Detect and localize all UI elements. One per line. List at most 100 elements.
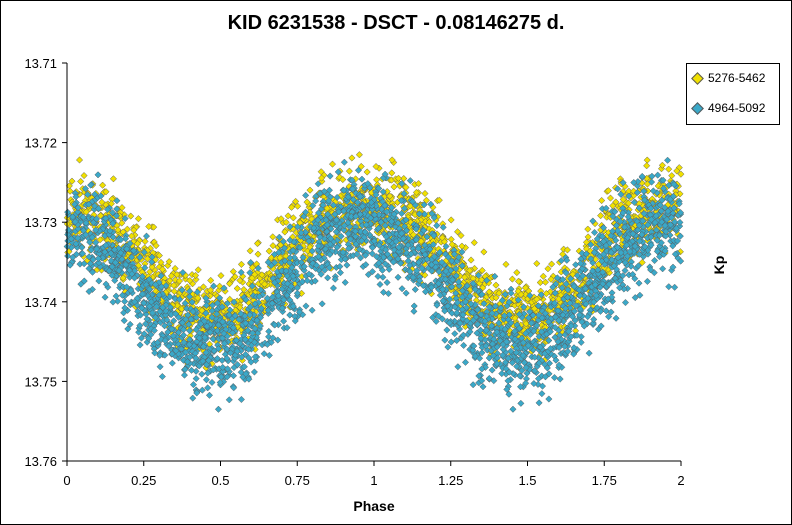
data-point <box>508 275 516 283</box>
data-point <box>435 196 443 204</box>
data-point <box>572 261 580 269</box>
data-point <box>336 173 344 181</box>
data-point <box>634 182 642 190</box>
data-point <box>659 265 667 273</box>
data-point <box>168 359 176 367</box>
data-point <box>635 279 643 287</box>
x-tick-label: 1.75 <box>592 473 617 488</box>
data-point <box>538 390 546 398</box>
data-point <box>189 381 198 389</box>
data-point <box>281 228 289 236</box>
data-point <box>194 266 202 274</box>
data-point <box>303 198 311 206</box>
data-point <box>101 293 109 301</box>
data-point <box>388 156 396 164</box>
data-point <box>165 258 173 266</box>
data-point <box>467 256 475 264</box>
data-point <box>542 290 550 298</box>
data-point <box>511 314 519 322</box>
data-point <box>547 275 555 283</box>
data-point <box>664 156 672 164</box>
data-point <box>400 174 408 183</box>
data-point <box>488 366 496 374</box>
data-point <box>651 256 659 265</box>
data-point <box>541 278 550 286</box>
data-point <box>192 275 200 284</box>
data-point <box>551 333 559 341</box>
data-point <box>75 156 84 164</box>
data-point <box>135 261 143 270</box>
data-point <box>269 242 277 250</box>
data-point <box>444 343 452 351</box>
data-point <box>665 283 673 291</box>
data-point <box>294 202 302 210</box>
data-point <box>118 219 126 227</box>
data-point <box>142 232 151 240</box>
data-point <box>673 167 681 175</box>
data-point <box>109 298 117 306</box>
data-point <box>457 231 465 240</box>
data-point <box>329 284 338 292</box>
data-point <box>447 235 455 243</box>
data-point <box>402 289 410 297</box>
data-point <box>317 174 326 182</box>
data-point <box>192 375 200 383</box>
data-point <box>621 298 630 307</box>
data-point <box>668 172 676 180</box>
data-point <box>415 180 423 188</box>
data-point <box>156 363 164 371</box>
data-point <box>376 280 384 289</box>
data-point <box>114 226 122 234</box>
data-point <box>386 192 394 200</box>
data-point <box>253 239 262 248</box>
y-tick-label: 13.74 <box>24 295 57 310</box>
data-point <box>258 271 266 279</box>
data-point <box>158 265 167 273</box>
data-point <box>643 162 651 170</box>
data-point <box>584 225 592 233</box>
data-point <box>469 381 477 389</box>
data-point <box>530 305 539 313</box>
plot-area <box>63 151 685 413</box>
data-point <box>198 306 206 315</box>
data-point <box>175 277 184 285</box>
data-point <box>612 314 620 322</box>
data-point <box>98 198 106 206</box>
data-point <box>134 215 142 223</box>
y-tick-label: 13.75 <box>24 374 57 389</box>
data-point <box>148 263 156 271</box>
data-point <box>630 192 638 200</box>
data-point <box>202 376 210 384</box>
data-point <box>96 236 104 244</box>
data-point <box>178 305 186 313</box>
data-point <box>379 288 388 296</box>
legend-item-series-1: 5276-5462 <box>691 70 765 86</box>
data-point <box>170 281 178 289</box>
data-point <box>118 204 126 212</box>
data-point <box>68 177 76 185</box>
data-point <box>383 278 391 287</box>
data-point <box>288 203 296 211</box>
data-point <box>454 363 462 371</box>
y-tick-label: 13.76 <box>24 454 57 469</box>
data-point <box>624 199 633 207</box>
data-point <box>127 212 135 220</box>
data-point <box>441 336 449 344</box>
data-point <box>604 187 612 195</box>
data-point <box>99 181 107 189</box>
data-point <box>597 212 605 220</box>
data-point <box>66 187 74 195</box>
data-point <box>509 405 517 413</box>
data-point <box>348 154 356 162</box>
data-point <box>189 394 197 402</box>
data-point <box>194 294 202 302</box>
data-point <box>507 289 515 297</box>
data-point <box>363 168 371 176</box>
data-point <box>665 165 673 173</box>
data-point <box>308 306 316 314</box>
x-tick-label: 0.75 <box>285 473 310 488</box>
data-point <box>575 247 583 255</box>
data-point <box>119 274 127 282</box>
data-point <box>421 271 429 279</box>
data-point <box>412 188 421 197</box>
